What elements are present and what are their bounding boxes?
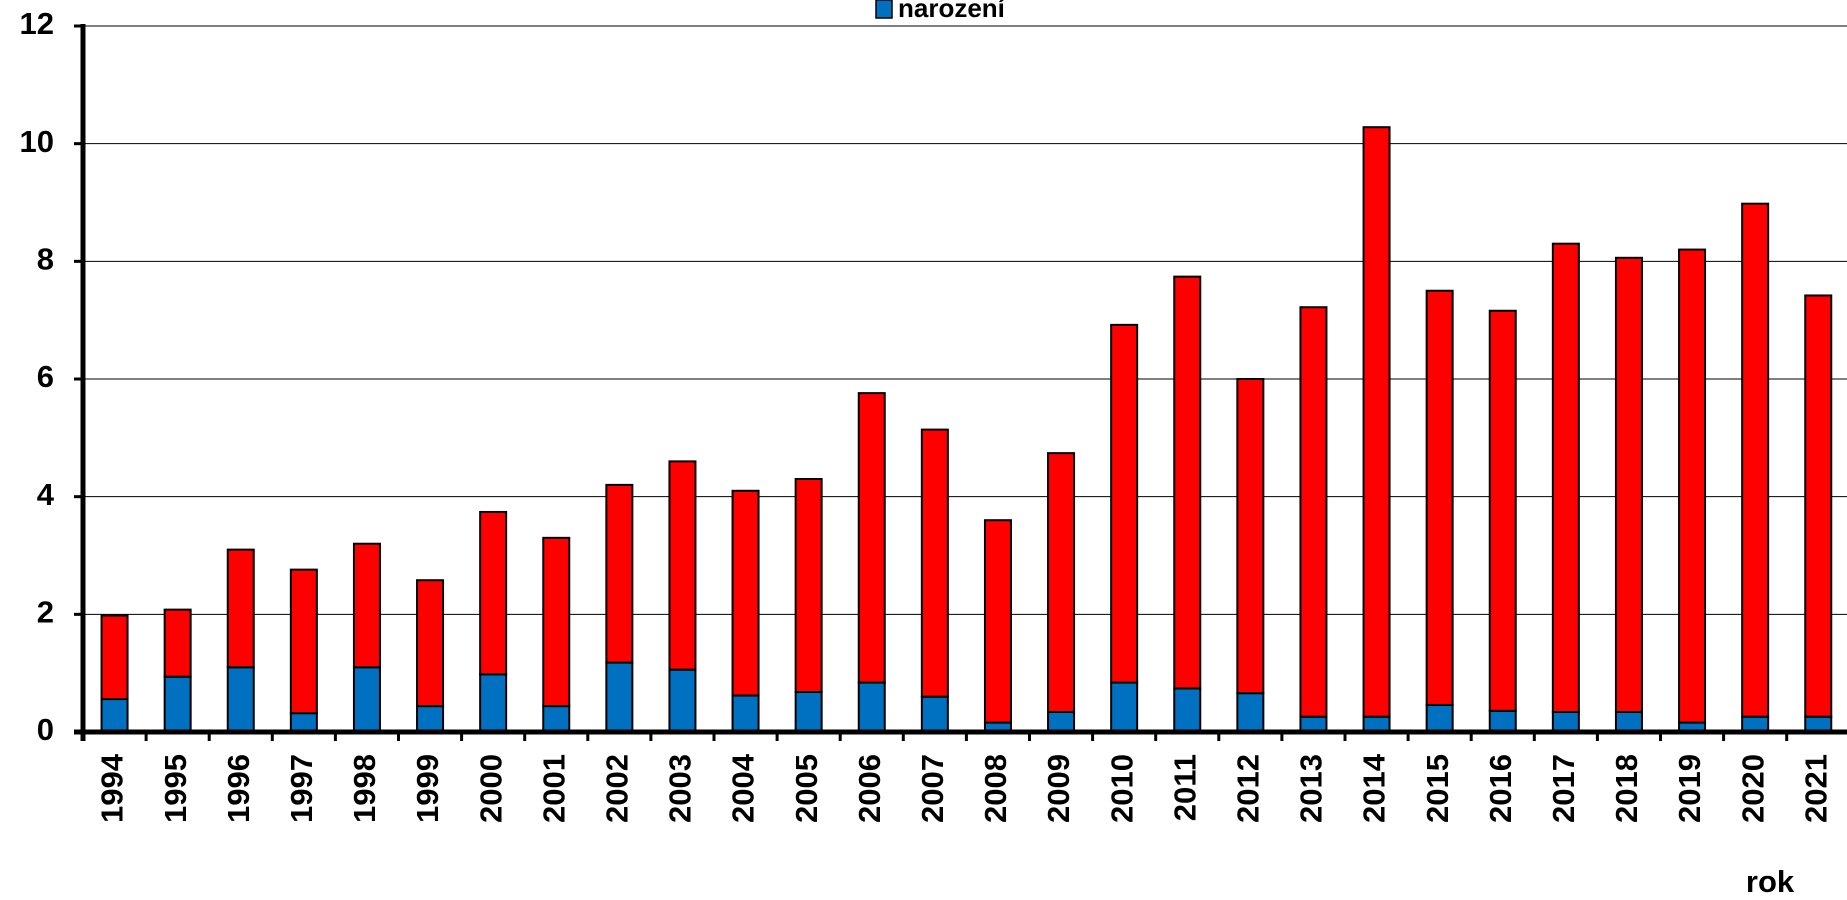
- bar-segment: [605, 661, 634, 733]
- bar-segment: [605, 483, 634, 664]
- x-tick-label: 2003: [663, 754, 698, 823]
- bar-segment: [1614, 710, 1643, 733]
- y-tick-label: 12: [20, 6, 54, 41]
- x-tick-label: 2002: [600, 754, 635, 823]
- bar-segment: [479, 510, 508, 676]
- x-tick-label: 2017: [1546, 754, 1581, 823]
- bar-segment: [1110, 681, 1139, 734]
- bar-segment: [163, 675, 192, 733]
- bar-segment: [1047, 452, 1076, 713]
- y-tick-label: 0: [37, 712, 54, 747]
- bar-segment: [1047, 710, 1076, 733]
- x-tick-label: 2004: [726, 753, 761, 823]
- bar-segment: [226, 548, 255, 669]
- bar-segment: [289, 568, 318, 715]
- x-tick-label: 2019: [1672, 754, 1707, 823]
- x-tick-label: 2011: [1167, 754, 1202, 821]
- bar-segment: [920, 428, 949, 698]
- bar-segment: [1362, 126, 1391, 718]
- bar-segment: [1678, 248, 1707, 724]
- x-tick-label: 1999: [410, 754, 445, 823]
- bar-segment: [1488, 709, 1517, 734]
- bar-segment: [857, 392, 886, 684]
- bar-segment: [1299, 306, 1328, 718]
- x-axis-label: rok: [1746, 864, 1795, 899]
- x-tick-label: 2020: [1735, 754, 1770, 823]
- bar-segment: [1110, 323, 1139, 684]
- bar-segment: [542, 536, 571, 708]
- bar-segment: [1173, 275, 1202, 690]
- y-tick-label: 4: [37, 477, 55, 512]
- bar-segment: [794, 690, 823, 734]
- bar-segment: [1236, 378, 1265, 695]
- bar-segment: [668, 668, 697, 733]
- bar-segment: [668, 460, 697, 671]
- x-tick-label: 2014: [1357, 753, 1392, 823]
- x-tick-label: 2005: [789, 754, 824, 823]
- bar-segment: [1551, 710, 1580, 733]
- x-tick-label: 2015: [1420, 754, 1455, 823]
- y-tick-label: 6: [37, 359, 54, 394]
- x-tick-label: 2018: [1609, 754, 1644, 823]
- x-tick-label: 2001: [536, 754, 571, 823]
- y-tick-label: 8: [37, 242, 54, 277]
- legend-swatch: [875, 0, 893, 19]
- bar-segment: [289, 712, 318, 734]
- bar-segment: [1236, 692, 1265, 733]
- bar-segment: [1551, 242, 1580, 713]
- x-tick-label: 2012: [1231, 754, 1266, 823]
- bar-segment: [731, 489, 760, 697]
- x-tick-label: 2008: [978, 754, 1013, 823]
- bar-segment: [983, 519, 1012, 724]
- x-tick-label: 1995: [158, 754, 193, 823]
- legend-label: narození: [898, 0, 1006, 23]
- bar-segment: [416, 705, 445, 734]
- x-tick-label: 1998: [347, 754, 382, 823]
- bar-segment: [1425, 289, 1454, 706]
- bar-segment: [542, 705, 571, 734]
- x-tick-label: 2000: [473, 754, 508, 823]
- bar-segment: [100, 698, 129, 734]
- x-tick-label: 2010: [1104, 754, 1139, 823]
- bar-segment: [479, 673, 508, 733]
- bar-segment: [920, 695, 949, 734]
- x-tick-label: 2021: [1798, 754, 1833, 823]
- bar-segment: [731, 694, 760, 733]
- x-tick-label: 2006: [852, 754, 887, 823]
- bar-segment: [1614, 256, 1643, 713]
- bar-segment: [1804, 294, 1833, 718]
- bar-segment: [352, 542, 381, 669]
- x-tick-label: 2016: [1483, 754, 1518, 823]
- x-tick-label: 1997: [284, 754, 319, 823]
- y-tick-label: 10: [20, 124, 54, 159]
- bar-segment: [163, 608, 192, 678]
- x-tick-label: 1996: [221, 754, 256, 823]
- bar-segment: [794, 478, 823, 693]
- y-tick-label: 2: [37, 595, 54, 630]
- bar-segment: [226, 666, 255, 733]
- x-tick-label: 2013: [1294, 754, 1329, 823]
- bar-segment: [857, 681, 886, 734]
- x-tick-label: 1994: [95, 753, 130, 823]
- bar-segment: [1173, 687, 1202, 733]
- x-tick-label: 2007: [915, 754, 950, 823]
- bar-segment: [1488, 309, 1517, 712]
- bar-segment: [1425, 703, 1454, 733]
- bar-segment: [1741, 202, 1770, 718]
- x-tick-label: 2009: [1041, 754, 1076, 823]
- bar-segment: [100, 614, 129, 701]
- bar-segment: [416, 579, 445, 708]
- bar-segment: [352, 666, 381, 733]
